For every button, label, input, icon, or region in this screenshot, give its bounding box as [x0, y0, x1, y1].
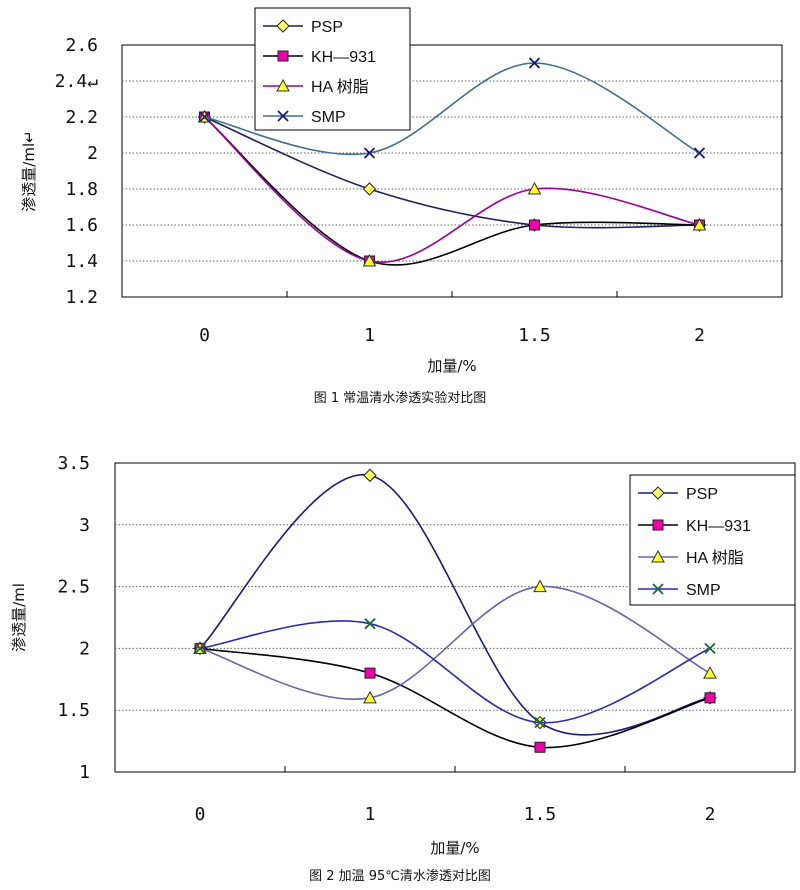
y-tick-label: 3.5 — [57, 453, 90, 474]
legend-marker — [651, 549, 665, 563]
data-point — [693, 147, 706, 159]
legend-marker — [276, 78, 290, 92]
data-point — [703, 666, 717, 679]
y-tick-label: 1.2 — [65, 287, 98, 308]
x-tick-label: 1 — [364, 325, 375, 346]
y-tick-label: 2.5 — [57, 577, 90, 598]
data-point — [364, 667, 376, 679]
data-point — [527, 181, 542, 195]
y-tick-label: 1.8 — [65, 179, 98, 200]
legend-marker — [276, 19, 290, 33]
x-axis-label: 加量/% — [430, 839, 479, 857]
y-tick-label: 2.4↵ — [55, 71, 99, 92]
y-tick-label: 2.2 — [65, 107, 98, 128]
figure-caption: 图 1 常温清水渗透实验对比图 — [314, 390, 487, 406]
legend-entry: PSP — [311, 19, 343, 36]
x-tick-label: 2 — [694, 325, 705, 346]
data-point — [364, 618, 376, 630]
x-tick-label: 1 — [365, 804, 376, 825]
x-tick-label: 2 — [705, 804, 716, 825]
data-point — [198, 111, 211, 123]
series-line-2 — [199, 585, 711, 700]
legend-entry: HA 树脂 — [311, 78, 369, 96]
y-tick-label: 1.6 — [65, 215, 98, 236]
chart-1-normal-temperature: 1.2 1.4 1.6 1.8 2 2.2 2.4↵ 2.6 0 1 1.5 2 加量/% 渗透量/ml↵… — [20, 7, 783, 406]
y-tick-label: 2.6 — [65, 35, 98, 56]
y-tick-label: 1.4 — [65, 251, 98, 272]
series-line-3 — [204, 62, 700, 156]
legend-marker — [652, 583, 664, 595]
y-tick-label: 2 — [79, 638, 90, 659]
legend-entry: SMP — [311, 109, 346, 126]
x-tick-label: 1.5 — [518, 325, 551, 346]
data-point — [363, 690, 377, 704]
data-point — [194, 642, 206, 655]
legend-entry: KH—931 — [686, 518, 751, 535]
data-point — [529, 219, 540, 231]
data-point — [692, 217, 707, 231]
legend-entry: PSP — [686, 486, 718, 503]
data-point — [362, 182, 377, 196]
legend-marker — [277, 110, 289, 122]
series-line-3 — [199, 620, 711, 724]
legend-entry: HA 树脂 — [686, 549, 744, 567]
figure-caption: 图 2 加温 95℃清水渗透对比图 — [309, 869, 491, 884]
data-point — [528, 57, 541, 69]
data-point — [363, 147, 376, 159]
series-line-1 — [203, 116, 700, 266]
legend-marker — [651, 486, 665, 500]
y-tick-label: 1 — [79, 762, 90, 783]
legend-marker — [652, 519, 664, 531]
legend-entry: KH—931 — [311, 49, 376, 66]
plot-area — [121, 44, 783, 298]
x-tick-label: 1.5 — [524, 804, 557, 825]
x-tick-label: 0 — [199, 325, 210, 346]
y-tick-label: 3 — [79, 515, 90, 536]
y-tick-label: 1.5 — [57, 700, 90, 721]
y-axis-label: 渗透量/ml↵ — [20, 130, 38, 211]
y-tick-label: 2 — [87, 143, 98, 164]
chart-2-heated-95c: 1 1.5 2 2.5 3 3.5 0 1 1.5 2 加量/% 渗透量/ml PSP KH—931 HA … — [10, 453, 796, 884]
data-point — [704, 692, 716, 704]
x-axis-label: 加量/% — [427, 357, 476, 375]
legend-entry: SMP — [686, 582, 721, 599]
data-point — [704, 642, 716, 655]
series-line-2 — [203, 116, 700, 264]
data-point — [533, 579, 547, 593]
series-line-1 — [199, 647, 711, 749]
series-line-0 — [199, 474, 711, 736]
x-tick-label: 0 — [195, 804, 206, 825]
y-axis-label: 渗透量/ml — [10, 583, 28, 652]
data-point — [363, 468, 377, 483]
data-point — [534, 716, 546, 729]
series-line-0 — [204, 116, 700, 229]
legend-marker — [277, 50, 289, 62]
data-point — [534, 741, 546, 753]
data-point — [362, 253, 377, 267]
